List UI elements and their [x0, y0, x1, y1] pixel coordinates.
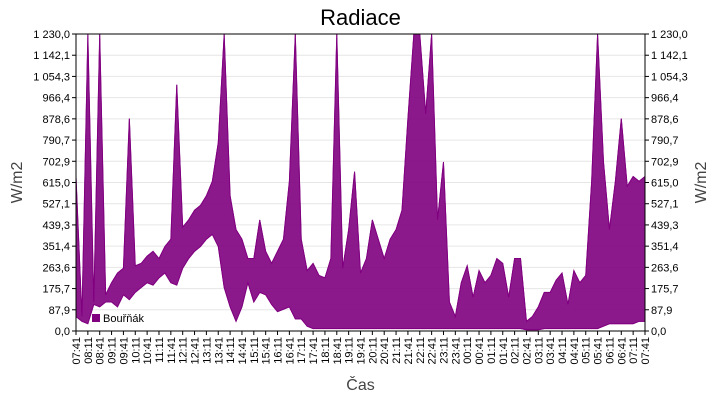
x-tick-label: 21:11	[391, 337, 403, 364]
x-tick-label: 08:41	[95, 337, 107, 365]
x-tick-label: 00:41	[474, 337, 486, 365]
x-tick-label: 03:11	[533, 337, 545, 364]
series-area	[75, 33, 646, 331]
x-tick-label: 17:41	[308, 337, 320, 365]
y-tick-label: 615,0	[651, 178, 679, 190]
y-tick-label: 966,4	[42, 93, 70, 105]
legend: Bouřňák	[92, 313, 144, 325]
y-tick-label: 87,9	[651, 305, 672, 317]
series-line-upper	[75, 33, 646, 323]
y-tick-label: 0,0	[651, 326, 666, 338]
x-axis-label: Čas	[346, 375, 374, 394]
y-tick-label: 0,0	[55, 326, 70, 338]
chart-title: Radiace	[320, 5, 401, 30]
x-tick-label: 10:41	[142, 337, 154, 365]
x-tick-label: 17:11	[296, 337, 308, 364]
x-tick-label: 03:41	[545, 337, 557, 365]
y-tick-label: 1 142,1	[33, 50, 70, 62]
y-tick-label: 1 054,3	[33, 71, 70, 83]
x-tick-label: 11:41	[166, 337, 178, 364]
x-tick-label: 06:11	[604, 337, 616, 364]
x-tick-label: 16:11	[273, 337, 285, 364]
x-tick-label: 02:11	[510, 337, 522, 364]
y-tick-label: 1 230,0	[651, 29, 688, 41]
x-tick-label: 12:11	[178, 337, 190, 364]
x-tick-label: 09:41	[118, 337, 130, 365]
x-tick-label: 20:41	[379, 337, 391, 365]
x-tick-label: 23:11	[438, 337, 450, 364]
y-tick-label: 527,1	[651, 199, 679, 211]
x-tick-label: 09:11	[107, 337, 119, 364]
grid	[76, 33, 645, 332]
x-tick-label: 07:11	[628, 337, 640, 364]
x-tick-label: 05:11	[581, 337, 593, 364]
x-tick-label: 11:11	[154, 337, 166, 363]
x-tick-label: 18:41	[332, 337, 344, 365]
x-tick-label: 15:41	[261, 337, 273, 365]
x-tick-label: 05:41	[593, 337, 605, 365]
x-tick-label: 01:11	[486, 337, 498, 364]
y-axis-label-left: W/m2	[9, 162, 26, 204]
x-tick-label: 13:11	[201, 337, 213, 364]
legend-label: Bouřňák	[103, 313, 144, 325]
x-tick-label: 00:11	[462, 337, 474, 364]
y-tick-label: 351,4	[651, 241, 679, 253]
x-tick-label: 18:11	[320, 337, 332, 364]
y-tick-label: 615,0	[42, 178, 70, 190]
y-tick-label: 790,7	[42, 135, 70, 147]
y-tick-label: 1 230,0	[33, 29, 70, 41]
y-tick-label: 87,9	[49, 305, 70, 317]
y-tick-label: 175,7	[651, 284, 679, 296]
y-tick-label: 878,6	[42, 114, 70, 126]
x-tick-label: 12:41	[190, 337, 202, 365]
x-tick-label: 07:41	[640, 337, 652, 365]
y-tick-label: 351,4	[42, 241, 70, 253]
y-tick-label: 263,6	[42, 262, 70, 274]
x-tick-label: 16:41	[284, 337, 296, 365]
x-tick-label: 06:41	[616, 337, 628, 365]
y-tick-label: 702,9	[651, 156, 679, 168]
x-tick-label: 15:11	[249, 337, 261, 364]
x-tick-label: 22:41	[427, 337, 439, 365]
x-tick-label: 19:11	[344, 337, 356, 364]
y-axis-left: 0,0 87,9 175,7 263,6 351,4 439,3 527,1 615,0 702…	[33, 29, 76, 338]
x-tick-label: 20:11	[367, 337, 379, 364]
y-tick-label: 790,7	[651, 135, 679, 147]
y-tick-label: 527,1	[42, 199, 70, 211]
x-tick-label: 23:41	[450, 337, 462, 365]
y-tick-label: 1 054,3	[651, 71, 688, 83]
x-tick-label: 22:11	[415, 337, 427, 364]
y-tick-label: 439,3	[42, 220, 70, 232]
series-line-lower	[75, 233, 645, 331]
x-tick-label: 13:41	[213, 337, 225, 365]
x-tick-label: 04:11	[557, 337, 569, 364]
y-tick-label: 439,3	[651, 220, 679, 232]
x-tick-label: 14:41	[237, 337, 249, 365]
x-tick-label: 07:41	[71, 337, 83, 365]
series-band	[75, 33, 646, 331]
y-tick-label: 702,9	[42, 156, 70, 168]
y-tick-label: 966,4	[651, 93, 679, 105]
x-tick-label: 10:11	[130, 337, 142, 364]
y-tick-label: 175,7	[42, 284, 70, 296]
y-axis-label-right: W/m2	[693, 162, 710, 204]
y-tick-label: 263,6	[651, 262, 679, 274]
x-tick-label: 21:41	[403, 337, 415, 365]
x-tick-label: 01:41	[498, 337, 510, 365]
x-tick-label: 02:41	[521, 337, 533, 365]
y-tick-label: 1 142,1	[651, 50, 688, 62]
y-axis-right: 0,0 87,9 175,7 263,6 351,4 439,3 527,1 615,0 702…	[645, 29, 688, 338]
x-tick-label: 14:11	[225, 337, 237, 364]
y-tick-label: 878,6	[651, 114, 679, 126]
x-tick-label: 04:41	[569, 337, 581, 365]
legend-swatch	[92, 314, 100, 322]
x-axis: 07:41 08:11 08:41 09:11 09:41 10:11 10:41 11:11…	[71, 331, 652, 365]
x-tick-label: 19:41	[356, 337, 368, 365]
x-tick-label: 08:11	[83, 337, 95, 364]
